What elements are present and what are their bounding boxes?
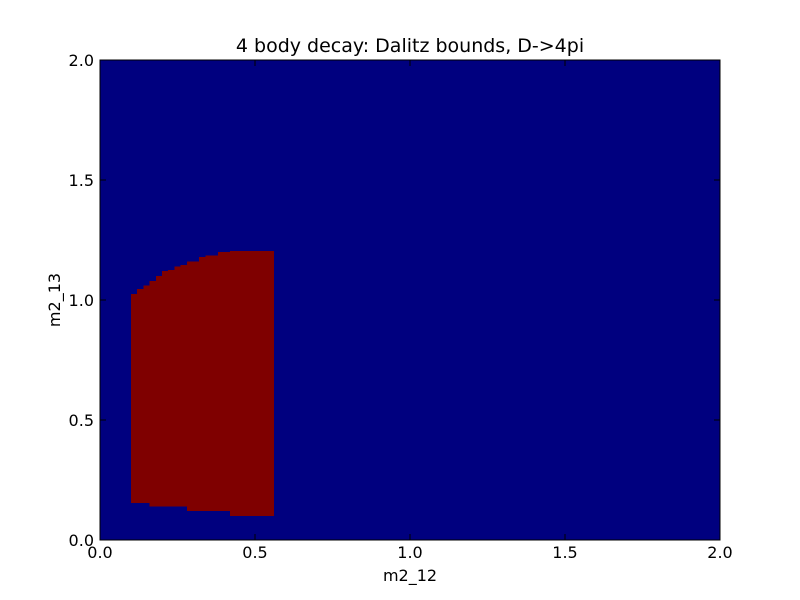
x-tick-label: 1.0 <box>397 543 422 562</box>
allowed-region-cell <box>149 280 157 507</box>
y-tick-label: 0.5 <box>69 411 94 430</box>
allowed-region-cell <box>186 261 200 512</box>
x-tick-label: 0.5 <box>242 543 267 562</box>
y-tick-label: 1.0 <box>69 291 94 310</box>
chart-title: 4 body decay: Dalitz bounds, D->4pi <box>236 35 584 57</box>
y-axis: 0.0 0.5 1.0 1.5 2.0 <box>69 51 720 550</box>
allowed-region-cell <box>155 276 163 507</box>
allowed-region-cell <box>217 252 231 512</box>
allowed-region-cell <box>143 285 151 503</box>
allowed-region-cell <box>168 270 175 507</box>
allowed-region-cell <box>174 266 182 507</box>
allowed-region-cell <box>205 255 219 512</box>
allowed-region-cell <box>230 250 275 517</box>
allowed-region-cell <box>137 289 144 503</box>
allowed-region-cell <box>199 256 206 512</box>
y-tick-label: 2.0 <box>69 51 94 70</box>
x-axis-label: m2_12 <box>383 566 437 586</box>
y-tick-label: 0.0 <box>69 531 94 550</box>
x-axis: 0.0 0.5 1.0 1.5 2.0 <box>87 60 733 562</box>
plot-area <box>99 59 721 541</box>
x-tick-label: 1.5 <box>552 543 577 562</box>
y-axis-label: m2_13 <box>45 273 65 327</box>
allowed-region <box>131 250 275 517</box>
allowed-region-cell <box>162 271 169 507</box>
y-tick-label: 1.5 <box>69 171 94 190</box>
x-tick-label: 2.0 <box>707 543 732 562</box>
allowed-region-cell <box>131 294 138 503</box>
allowed-region-cell <box>180 265 188 507</box>
x-tick-label: 0.0 <box>87 543 112 562</box>
